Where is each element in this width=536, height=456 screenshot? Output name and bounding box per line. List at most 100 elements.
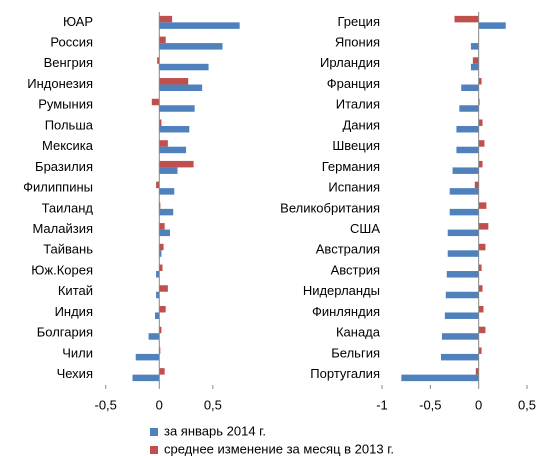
y-tick-label: Португалия bbox=[310, 366, 380, 381]
bar bbox=[159, 223, 165, 230]
bar bbox=[159, 63, 209, 71]
bar bbox=[478, 140, 485, 147]
legend-label: среднее изменение за месяц в 2013 г. bbox=[164, 441, 394, 456]
bar bbox=[478, 347, 482, 354]
bar bbox=[159, 105, 195, 112]
y-tick-label: Бразилия bbox=[35, 159, 93, 174]
bar bbox=[478, 202, 487, 209]
bar bbox=[159, 146, 187, 154]
bar bbox=[159, 160, 194, 168]
y-tick-label: США bbox=[350, 221, 380, 236]
x-tick-label: 0 bbox=[475, 397, 482, 412]
bar bbox=[401, 374, 479, 382]
bar bbox=[159, 125, 190, 133]
bar bbox=[478, 243, 486, 251]
bar bbox=[159, 119, 162, 126]
bar bbox=[456, 125, 479, 133]
y-tick-label: Таиланд bbox=[42, 200, 94, 215]
x-tick-label: 0 bbox=[156, 397, 163, 412]
y-tick-label: Нидерланды bbox=[303, 283, 380, 298]
bar bbox=[478, 223, 489, 230]
bar bbox=[148, 333, 160, 340]
bar bbox=[459, 105, 479, 112]
bar bbox=[159, 229, 170, 237]
bar bbox=[151, 98, 160, 106]
bar bbox=[135, 353, 160, 361]
y-tick-label: Канада bbox=[336, 325, 381, 340]
bar bbox=[159, 208, 174, 216]
y-tick-label: Германия bbox=[322, 159, 380, 174]
bar bbox=[159, 305, 166, 313]
y-tick-label: Австрия bbox=[331, 262, 380, 277]
bar bbox=[441, 333, 479, 340]
bar bbox=[456, 146, 479, 154]
bar bbox=[159, 140, 168, 147]
y-tick-label: Индонезия bbox=[27, 76, 93, 91]
bar bbox=[159, 15, 173, 23]
bar bbox=[159, 368, 165, 375]
bar bbox=[470, 43, 479, 50]
y-tick-label: Россия bbox=[50, 35, 93, 50]
bar bbox=[454, 15, 479, 23]
y-tick-label: Италия bbox=[336, 97, 380, 112]
y-tick-label: Болгария bbox=[37, 325, 93, 340]
x-tick-label: -1 bbox=[376, 397, 388, 412]
bar bbox=[159, 22, 240, 29]
y-tick-label: Китай bbox=[58, 283, 93, 298]
bar bbox=[445, 291, 479, 299]
y-tick-label: Швеция bbox=[332, 138, 380, 153]
bar bbox=[132, 374, 160, 382]
bar bbox=[478, 285, 483, 292]
y-tick-label: Тайвань bbox=[43, 242, 93, 257]
bar bbox=[156, 291, 160, 299]
y-tick-label: ЮАР bbox=[63, 14, 93, 29]
bar bbox=[446, 271, 479, 278]
bar bbox=[478, 264, 482, 272]
bar bbox=[159, 188, 175, 195]
bar bbox=[472, 57, 479, 64]
bar bbox=[478, 326, 486, 334]
bar bbox=[470, 63, 479, 71]
bar bbox=[159, 285, 168, 292]
bar bbox=[478, 22, 506, 29]
y-tick-label: Мексика bbox=[42, 138, 94, 153]
bar bbox=[478, 119, 483, 126]
y-tick-label: Венгрия bbox=[44, 55, 93, 70]
y-tick-label: Великобритания bbox=[280, 200, 380, 215]
y-tick-label: Финляндия bbox=[312, 304, 380, 319]
bar bbox=[159, 326, 162, 334]
bar bbox=[159, 36, 166, 44]
x-tick-label: -0,5 bbox=[419, 397, 441, 412]
y-tick-label: Дания bbox=[342, 117, 380, 132]
y-tick-label: Чили bbox=[62, 345, 93, 360]
legend-label: за январь 2014 г. bbox=[164, 423, 266, 438]
bar bbox=[159, 202, 161, 209]
bar bbox=[159, 250, 162, 257]
bar bbox=[159, 243, 164, 251]
legend-swatch bbox=[150, 446, 158, 454]
bar bbox=[475, 368, 479, 375]
bar bbox=[478, 160, 483, 168]
bar bbox=[449, 188, 479, 195]
bar bbox=[478, 78, 482, 85]
bar bbox=[155, 312, 160, 319]
bar bbox=[159, 167, 178, 174]
y-tick-label: Румыния bbox=[38, 97, 93, 112]
y-tick-label: Польша bbox=[45, 117, 94, 132]
y-tick-label: Чехия bbox=[57, 366, 93, 381]
y-tick-label: Испания bbox=[328, 180, 380, 195]
bar bbox=[440, 353, 479, 361]
y-tick-label: Греция bbox=[337, 14, 380, 29]
y-tick-label: Индия bbox=[55, 304, 93, 319]
bar bbox=[159, 43, 223, 50]
bar bbox=[156, 181, 160, 189]
bar bbox=[159, 78, 189, 85]
y-tick-label: Малайзия bbox=[32, 221, 93, 236]
bar bbox=[449, 208, 479, 216]
y-tick-label: Франция bbox=[327, 76, 380, 91]
bar bbox=[159, 264, 163, 272]
bar bbox=[156, 271, 160, 278]
bar bbox=[447, 229, 479, 237]
bar bbox=[452, 167, 479, 174]
